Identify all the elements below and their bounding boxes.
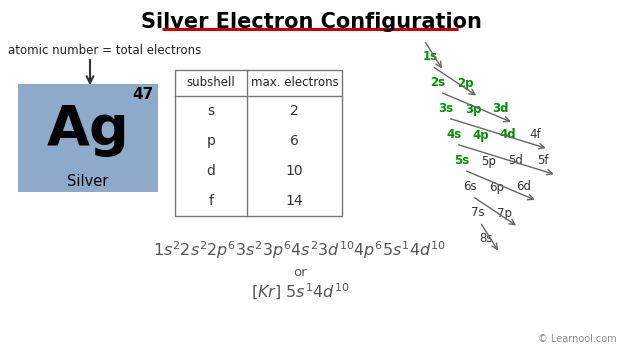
Text: 3d: 3d [492,103,508,116]
Text: $[Kr]\ 5s^14d^{10}$: $[Kr]\ 5s^14d^{10}$ [251,282,349,302]
Text: 5p: 5p [481,154,496,168]
Text: 2s: 2s [430,77,445,90]
Text: 4s: 4s [447,128,462,141]
Text: subshell: subshell [187,77,235,90]
Text: 14: 14 [285,194,304,208]
Text: 5d: 5d [509,154,524,168]
Text: max. electrons: max. electrons [251,77,338,90]
Text: 4f: 4f [529,128,541,141]
Text: 5f: 5f [537,154,549,168]
Text: atomic number = total electrons: atomic number = total electrons [8,44,202,57]
Text: p: p [207,134,215,148]
Text: f: f [208,194,213,208]
Text: 6d: 6d [516,181,532,194]
Text: 7p: 7p [498,206,513,219]
Text: 4p: 4p [473,128,490,141]
Text: 10: 10 [285,164,304,178]
Text: s: s [208,104,215,118]
Text: 8s: 8s [479,232,493,245]
Text: 2p: 2p [457,77,473,90]
Text: d: d [207,164,215,178]
Text: Silver: Silver [67,174,109,189]
Text: 6s: 6s [463,181,477,194]
Text: $1s^22s^22p^63s^23p^64s^23d^{10}4p^65s^14d^{10}$: $1s^22s^22p^63s^23p^64s^23d^{10}4p^65s^1… [154,239,447,261]
Text: 6p: 6p [490,181,504,194]
Text: 2: 2 [290,104,299,118]
Text: 1s: 1s [422,50,437,63]
Bar [175,70,342,216]
Text: 3s: 3s [439,103,453,116]
Text: 47: 47 [132,87,154,102]
Text: Silver Electron Configuration: Silver Electron Configuration [141,12,481,32]
Text: 6: 6 [290,134,299,148]
Text: Ag: Ag [47,103,129,157]
Text: 5s: 5s [455,154,470,168]
Text: 4d: 4d [499,128,516,141]
Text: 7s: 7s [471,206,485,219]
Text: 3p: 3p [465,103,481,116]
Text: © Learnool.com: © Learnool.com [539,334,617,344]
Text: or: or [293,266,307,279]
Bar [18,84,158,192]
